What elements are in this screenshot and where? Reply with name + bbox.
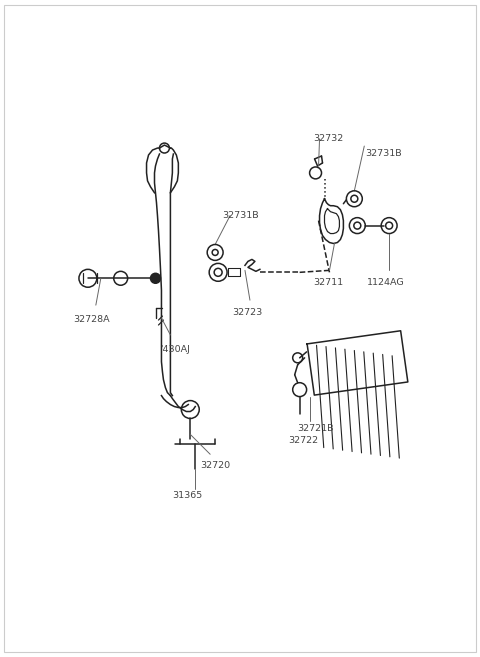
Text: '430AJ: '430AJ [160, 345, 191, 354]
Text: 32731B: 32731B [222, 211, 259, 219]
Text: 32732: 32732 [313, 134, 344, 143]
Text: 1124AG: 1124AG [367, 279, 405, 287]
Text: 32711: 32711 [313, 279, 344, 287]
Text: 32721B: 32721B [298, 424, 334, 434]
Text: 31365: 31365 [172, 491, 203, 500]
Text: 32722: 32722 [288, 436, 319, 445]
Circle shape [151, 273, 160, 283]
Text: 32723: 32723 [232, 308, 262, 317]
Text: 32720: 32720 [200, 461, 230, 470]
Text: 32731B: 32731B [365, 149, 402, 158]
Text: 32728A: 32728A [73, 315, 109, 324]
